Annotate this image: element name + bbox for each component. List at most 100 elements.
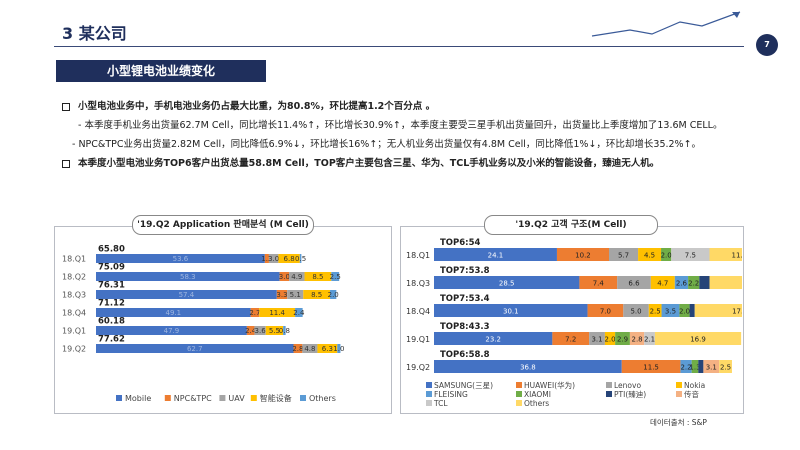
data-label-1-0: 1.3 <box>261 255 272 263</box>
bar-3-1 <box>304 272 332 281</box>
bar-4-2 <box>661 304 680 317</box>
bar-1-0 <box>264 254 269 263</box>
data-label-0-2: 57.4 <box>179 291 195 299</box>
legend-label-8: TCL <box>433 399 448 408</box>
data-label-5-2: 2.0 <box>679 308 690 316</box>
data-label-3-1: 4.7 <box>657 280 668 288</box>
application-chart-title: '19.Q2 Application 판매분석 (M Cell) <box>132 215 314 235</box>
category-label-0: 18.Q1 <box>406 251 430 260</box>
bar-0-2 <box>96 290 277 299</box>
bullet-2-text: - 本季度手机业务出货量62.7M Cell，同比增长11.4%↑，环比增长30… <box>78 120 723 131</box>
legend-swatch-2 <box>219 395 226 401</box>
bar-5-3 <box>615 332 630 345</box>
category-label-2: 18.Q4 <box>406 307 430 316</box>
bar-1-1 <box>579 276 618 289</box>
legend-swatch-4 <box>426 391 432 397</box>
legend-label-1: HUAWEI(华为) <box>524 380 575 390</box>
group-label-4: TOP6:58.8 <box>440 350 490 360</box>
data-label-0-3: 49.1 <box>166 309 182 317</box>
data-label-2-1: 4.9 <box>291 273 302 281</box>
data-label-1-3: 2.7 <box>249 309 260 317</box>
group-label-1: TOP7:53.8 <box>440 266 490 276</box>
bar-1-4 <box>246 326 255 335</box>
bar-5-2 <box>679 304 690 317</box>
bar-3-2 <box>303 290 331 299</box>
bar-0-3 <box>96 308 251 317</box>
bar-0-3 <box>434 332 553 345</box>
total-label-2: 76.31 <box>98 281 125 291</box>
legend-label-1: NPC&TPC <box>174 394 212 403</box>
trend-arrow-icon <box>591 11 741 37</box>
bar-2-2 <box>287 290 304 299</box>
data-label-1-1: 3.0 <box>279 273 290 281</box>
bar-0-4 <box>434 360 622 373</box>
source-note: 데이터출처 : S&P <box>650 418 707 427</box>
bar-1-2 <box>276 290 288 299</box>
bar-9-1 <box>709 276 742 289</box>
data-label-2-2: 5.0 <box>630 308 641 316</box>
data-label-0-1: 28.5 <box>499 280 515 288</box>
bar-1-2 <box>587 304 624 317</box>
data-label-0-4: 47.9 <box>164 327 180 335</box>
bar-0-2 <box>434 304 588 317</box>
title-divider <box>54 46 744 47</box>
bar-8-0 <box>671 248 710 261</box>
data-label-4-2: 3.5 <box>665 308 676 316</box>
data-label-0-3: 23.2 <box>485 336 501 344</box>
category-label-0: 18.Q1 <box>62 255 86 264</box>
bar-7-4 <box>703 360 720 373</box>
data-label-1-4: 11.5 <box>643 364 659 372</box>
total-label-0: 65.80 <box>98 245 125 255</box>
data-label-4-3: 2.4 <box>293 309 305 317</box>
customer-chart: 18.Q1 TOP6:54 24.1 10.2 5.7 4.5 2.0 7.5 11.7 18.Q… <box>406 238 742 408</box>
data-label-4-0: 0.5 <box>295 255 306 263</box>
data-label-2-3: 3.1 <box>591 336 602 344</box>
legend-swatch-6 <box>606 391 612 397</box>
data-label-1-2: 7.0 <box>600 308 611 316</box>
bar-4-1 <box>674 276 689 289</box>
bar-0-5 <box>96 344 294 353</box>
data-label-1-3: 7.2 <box>565 336 576 344</box>
data-label-5-3: 2.9 <box>617 336 628 344</box>
category-label-3: 18.Q4 <box>62 309 86 318</box>
bar-5-4 <box>691 360 699 373</box>
bar-1-3 <box>250 308 260 317</box>
bar-2-3 <box>589 332 605 345</box>
legend-swatch-5 <box>516 391 522 397</box>
legend-swatch-8 <box>426 400 432 406</box>
data-label-3-0: 6.8 <box>284 255 295 263</box>
bar-3-5 <box>317 344 338 353</box>
bar-2-0 <box>609 248 639 261</box>
data-label-3-4: 5.5 <box>269 327 280 335</box>
bar-2-2 <box>623 304 649 317</box>
legend-swatch-4 <box>300 395 306 401</box>
legend-label-2: Lenovo <box>614 381 641 390</box>
bullet-2: - 本季度手机业务出货量62.7M Cell，同比增长11.4%↑，环比增长30… <box>78 117 722 131</box>
bar-3-4 <box>265 326 284 335</box>
legend-swatch-3 <box>250 395 257 401</box>
bullet-1-text: 小型电池业务中，手机电池业务仍占最大比重，为80.8%，环比提高1.2个百分点 … <box>78 101 436 112</box>
data-label-3-5: 6.3 <box>322 345 333 353</box>
bar-0-1 <box>96 272 280 281</box>
bullet-square-icon <box>62 102 70 111</box>
bar-4-4 <box>283 326 286 335</box>
bar-3-2 <box>648 304 662 317</box>
bar-4-4 <box>680 360 692 373</box>
category-label-2: 18.Q3 <box>62 291 86 300</box>
data-label-5-4: 1.3 <box>689 364 700 372</box>
bar-8-3 <box>644 332 655 345</box>
group-label-3: TOP8:43.3 <box>440 322 490 332</box>
bar-3-0 <box>278 254 300 263</box>
category-label-4: 19.Q1 <box>62 327 86 336</box>
bar-1-0 <box>556 248 609 261</box>
bar-5-0 <box>661 248 672 261</box>
category-label-1: 18.Q2 <box>62 273 86 282</box>
data-label-3-2: 2.5 <box>650 308 661 316</box>
legend-label-5: XIAOMI <box>524 390 551 399</box>
company-title: 3 某公司 <box>62 24 127 43</box>
bar-3-3 <box>259 308 296 317</box>
bar-9-0 <box>709 248 742 261</box>
legend-swatch-1 <box>516 382 522 388</box>
data-label-4-4: 0.8 <box>279 327 290 335</box>
